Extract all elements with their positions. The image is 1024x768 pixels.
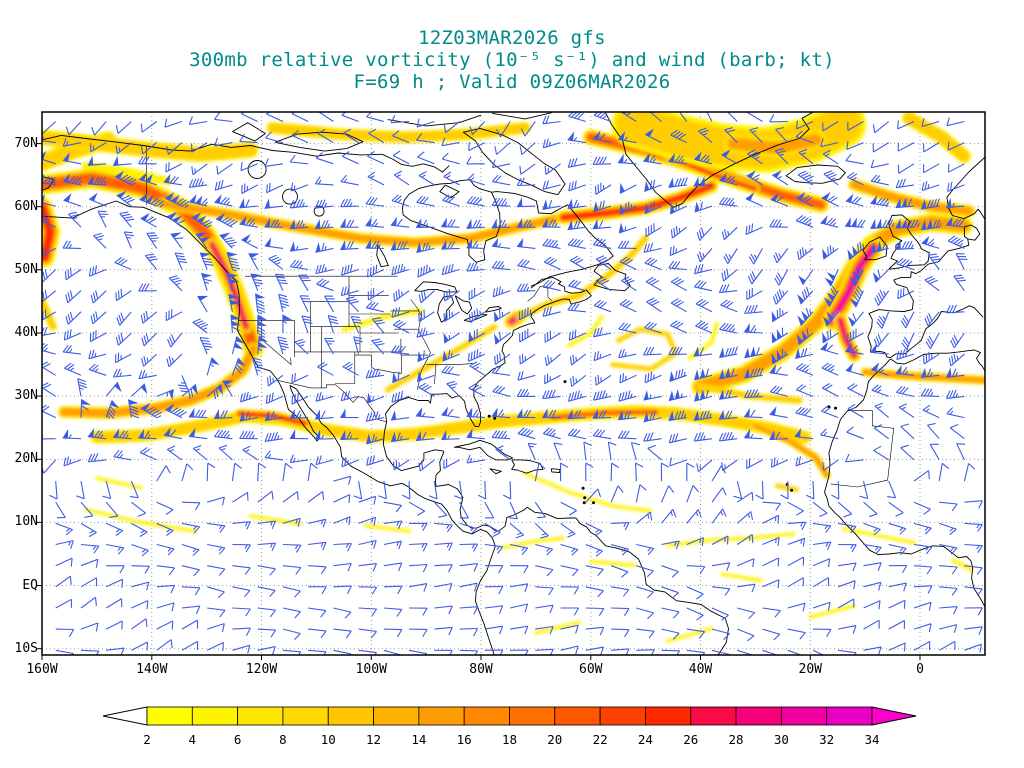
lon-label: 20W: [798, 662, 822, 677]
lat-label: 60N: [14, 198, 38, 214]
lon-label: 60W: [579, 662, 603, 677]
lat-label: 70N: [14, 135, 38, 151]
colorbar-tick-label: 30: [773, 732, 789, 747]
wind-barb-staffs: [42, 112, 983, 655]
lat-label: 30N: [14, 388, 38, 404]
wind-barb-feathers: [42, 112, 983, 655]
lat-label: 10N: [14, 514, 38, 530]
colorbar-tick-label: 32: [819, 732, 835, 747]
wind-barbs: [42, 112, 983, 655]
colorbar-tick-label: 20: [547, 732, 563, 747]
lon-label: 0: [916, 662, 924, 677]
lat-label: 10S: [14, 640, 38, 656]
lat-label: 50N: [14, 261, 38, 277]
colorbar-tick-label: 34: [864, 732, 880, 747]
colorbar-tick-label: 2: [143, 732, 151, 747]
lat-label: EQ: [22, 577, 38, 593]
colorbar-tick-label: 26: [683, 732, 699, 747]
plot-title-block: 12Z03MAR2026 gfs 300mb relative vorticit…: [0, 27, 1024, 93]
colorbar-tick-label: 28: [728, 732, 744, 747]
colorbar-tick-label: 24: [637, 732, 653, 747]
lon-label: 40W: [688, 662, 713, 677]
plot-title-init-time: 12Z03MAR2026 gfs: [418, 27, 606, 49]
lat-label: 20N: [14, 451, 38, 467]
colorbar-tick-label: 6: [233, 732, 242, 747]
colorbar-right-arrow: [871, 706, 917, 726]
map-frame: [41, 111, 986, 656]
colorbar-tick-label: 16: [456, 732, 472, 747]
axis-ticks: [37, 143, 921, 660]
lon-label: 100W: [355, 662, 387, 677]
plot-title-field: 300mb relative vorticity (10⁻⁵ s⁻¹) and …: [189, 49, 835, 71]
colorbar-tick-label: 10: [320, 732, 336, 747]
lon-label: 120W: [245, 662, 278, 677]
lon-label: 140W: [136, 662, 168, 677]
plot-title-valid-time: F=69 h ; Valid 09Z06MAR2026: [353, 71, 671, 93]
colorbar-tick-label: 14: [411, 732, 427, 747]
colorbar-tick-label: 18: [501, 732, 518, 747]
wind-barb-pennants: [42, 128, 953, 445]
lat-label: 40N: [14, 324, 38, 340]
colorbar-tick-label: 22: [592, 732, 608, 747]
colorbar-tick-label: 4: [188, 732, 197, 747]
lon-label: 80W: [469, 662, 493, 677]
colorbar-tick-label: 12: [366, 732, 382, 747]
colorbar-tick-label: 8: [279, 732, 287, 747]
colorbar: [102, 706, 917, 726]
lon-label: 160W: [26, 662, 58, 677]
